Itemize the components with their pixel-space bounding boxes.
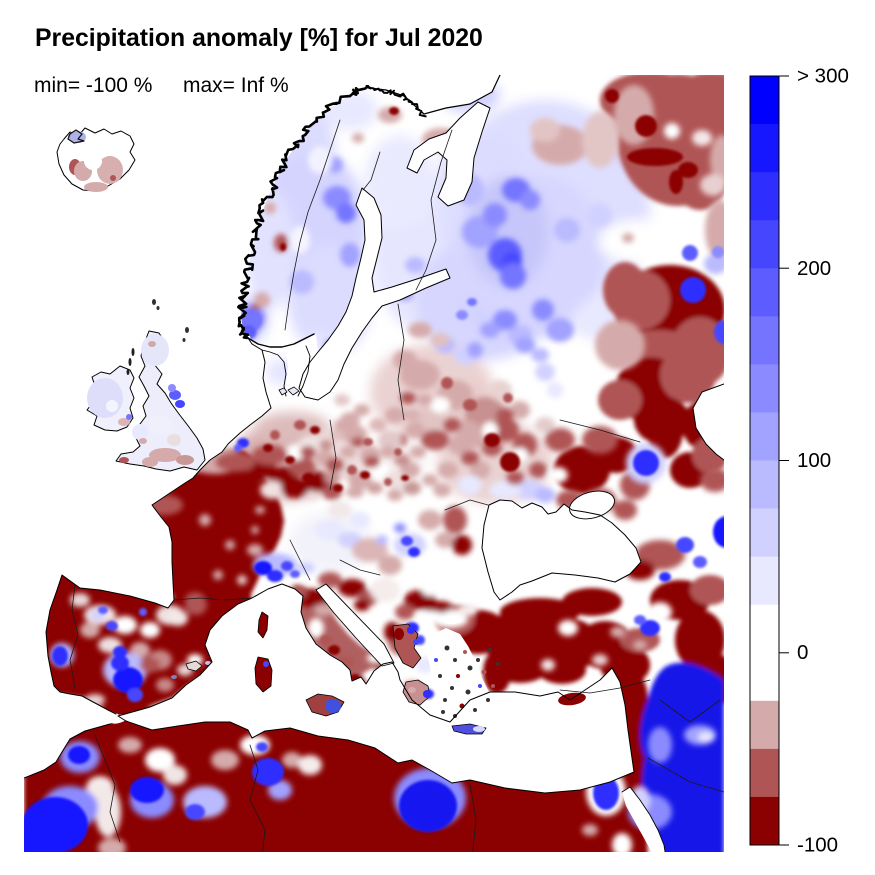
svg-text:> 300: > 300 — [797, 65, 849, 88]
svg-text:-100: -100 — [797, 834, 838, 857]
svg-text:max= Inf %: max= Inf % — [183, 74, 289, 97]
svg-text:100: 100 — [797, 449, 831, 472]
svg-text:min= -100 %: min= -100 % — [34, 74, 152, 97]
svg-text:200: 200 — [797, 257, 831, 280]
svg-text:Precipitation anomaly [%] for: Precipitation anomaly [%] for Jul 2020 — [35, 25, 483, 52]
svg-text:0: 0 — [797, 641, 808, 664]
